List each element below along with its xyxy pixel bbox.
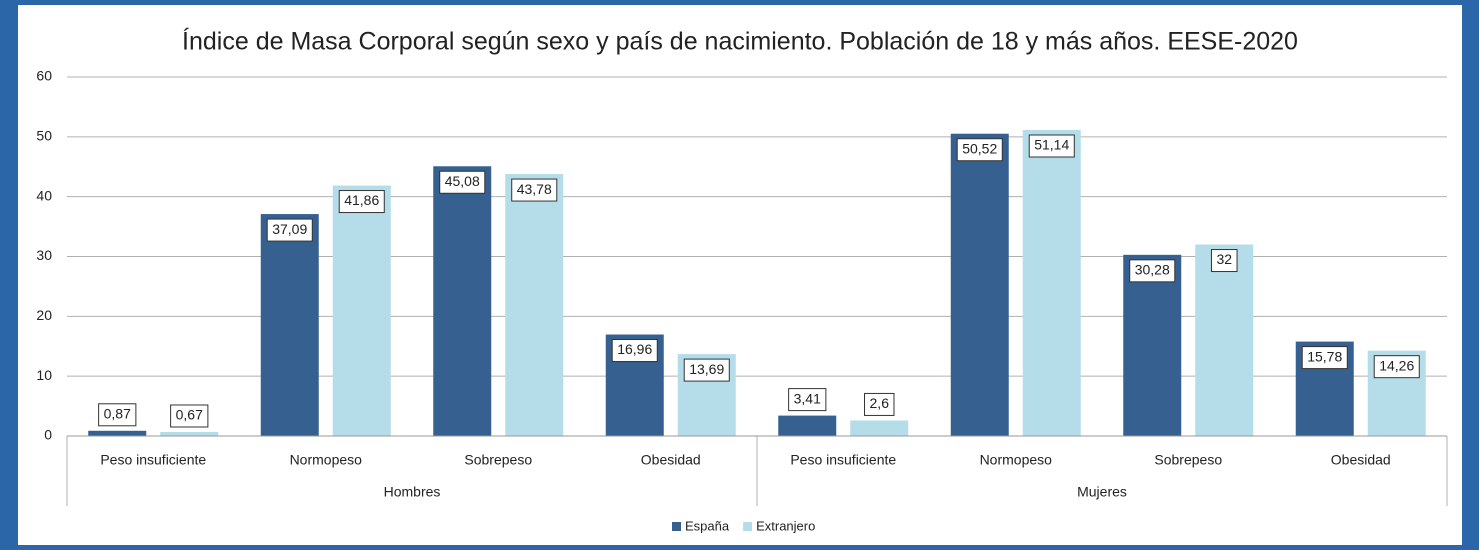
data-label: 50,52: [962, 140, 997, 156]
bar: [950, 133, 1009, 437]
y-tick-label: 50: [36, 128, 52, 144]
data-label: 16,96: [617, 341, 652, 357]
bar: [850, 420, 909, 436]
data-label-box: [170, 404, 209, 428]
y-tick-label: 40: [36, 187, 52, 203]
data-label: 0,87: [104, 405, 131, 421]
x-tick-label: Peso insuficiente: [100, 452, 206, 468]
data-label-box: [788, 388, 827, 412]
data-label-box: [266, 218, 313, 242]
data-label: 3,41: [794, 390, 821, 406]
bar: [88, 430, 147, 436]
x-tick-label: Obesidad: [641, 452, 701, 468]
bar: [332, 185, 391, 436]
data-label: 15,78: [1307, 348, 1342, 364]
x-tick-label: Peso insuficiente: [790, 452, 896, 468]
group-label: Hombres: [384, 484, 441, 500]
data-label: 14,26: [1379, 357, 1414, 373]
bar: [1022, 130, 1081, 436]
bar: [160, 431, 219, 436]
data-label-box: [956, 138, 1003, 162]
group-label: Mujeres: [1077, 484, 1127, 500]
x-tick-label: Sobrepeso: [1154, 452, 1222, 468]
data-label: 41,86: [344, 192, 379, 208]
bar: [505, 174, 564, 436]
y-tick-label: 60: [36, 68, 52, 84]
y-tick-label: 30: [36, 247, 52, 263]
data-label: 45,08: [445, 173, 480, 189]
data-label-box: [511, 178, 558, 202]
data-label-box: [1301, 346, 1348, 370]
data-label-box: [1129, 259, 1176, 283]
data-label-box: [98, 403, 137, 427]
bar: [1195, 244, 1254, 436]
x-tick-label: Obesidad: [1331, 452, 1391, 468]
legend-swatch: [672, 522, 681, 531]
data-label-box: [439, 170, 486, 194]
data-label: 2,6: [870, 395, 890, 411]
bar: [433, 166, 492, 436]
y-tick-label: 0: [44, 427, 52, 443]
data-label: 32: [1216, 251, 1232, 267]
data-label-box: [683, 358, 730, 382]
data-label-box: [1210, 249, 1238, 273]
bar: [778, 415, 837, 436]
data-label-box: [1028, 134, 1075, 158]
data-label-box: [864, 392, 895, 416]
data-label: 13,69: [689, 361, 724, 377]
data-label: 43,78: [517, 181, 552, 197]
data-label-box: [338, 190, 385, 214]
x-tick-label: Sobrepeso: [464, 452, 532, 468]
data-label-box: [611, 339, 658, 363]
data-label: 0,67: [176, 407, 203, 423]
y-tick-label: 20: [36, 307, 52, 323]
legend-label: España: [685, 518, 730, 533]
bar: [260, 214, 319, 436]
y-tick-label: 10: [36, 367, 52, 383]
legend-swatch: [743, 522, 753, 531]
chart-title: Índice de Masa Corporal según sexo y paí…: [182, 27, 1298, 56]
data-label: 30,28: [1135, 262, 1170, 278]
bar: [1123, 254, 1182, 436]
data-label: 37,09: [272, 221, 307, 237]
x-tick-label: Normopeso: [980, 452, 1053, 468]
x-tick-label: Normopeso: [290, 452, 363, 468]
data-label: 51,14: [1034, 137, 1069, 153]
legend-label: Extranjero: [756, 518, 815, 533]
data-label-box: [1373, 355, 1420, 379]
